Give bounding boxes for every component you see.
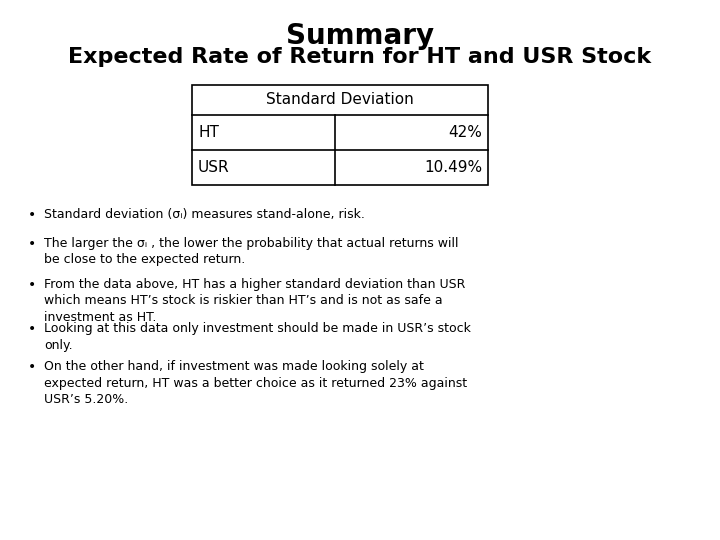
Bar	[192, 85, 488, 185]
Text: Expected Rate of Return for HT and USR Stock: Expected Rate of Return for HT and USR S…	[68, 47, 652, 67]
Text: On the other hand, if investment was made looking solely at
expected return, HT : On the other hand, if investment was mad…	[44, 360, 467, 406]
Text: •: •	[28, 278, 36, 292]
Text: Standard deviation (σᵢ) measures stand-alone, risk.: Standard deviation (σᵢ) measures stand-a…	[44, 208, 365, 221]
Text: Standard Deviation: Standard Deviation	[266, 92, 414, 107]
Text: The larger the σᵢ , the lower the probability that actual returns will
be close : The larger the σᵢ , the lower the probab…	[44, 237, 459, 267]
Text: Looking at this data only investment should be made in USR’s stock
only.: Looking at this data only investment sho…	[44, 322, 471, 352]
Text: HT: HT	[198, 125, 219, 140]
Text: •: •	[28, 322, 36, 336]
Text: USR: USR	[198, 160, 230, 175]
Text: From the data above, HT has a higher standard deviation than USR
which means HT’: From the data above, HT has a higher sta…	[44, 278, 465, 324]
Text: 10.49%: 10.49%	[424, 160, 482, 175]
Text: •: •	[28, 360, 36, 374]
Text: •: •	[28, 237, 36, 251]
Text: 42%: 42%	[448, 125, 482, 140]
Text: Summary: Summary	[286, 22, 434, 50]
Text: •: •	[28, 208, 36, 222]
